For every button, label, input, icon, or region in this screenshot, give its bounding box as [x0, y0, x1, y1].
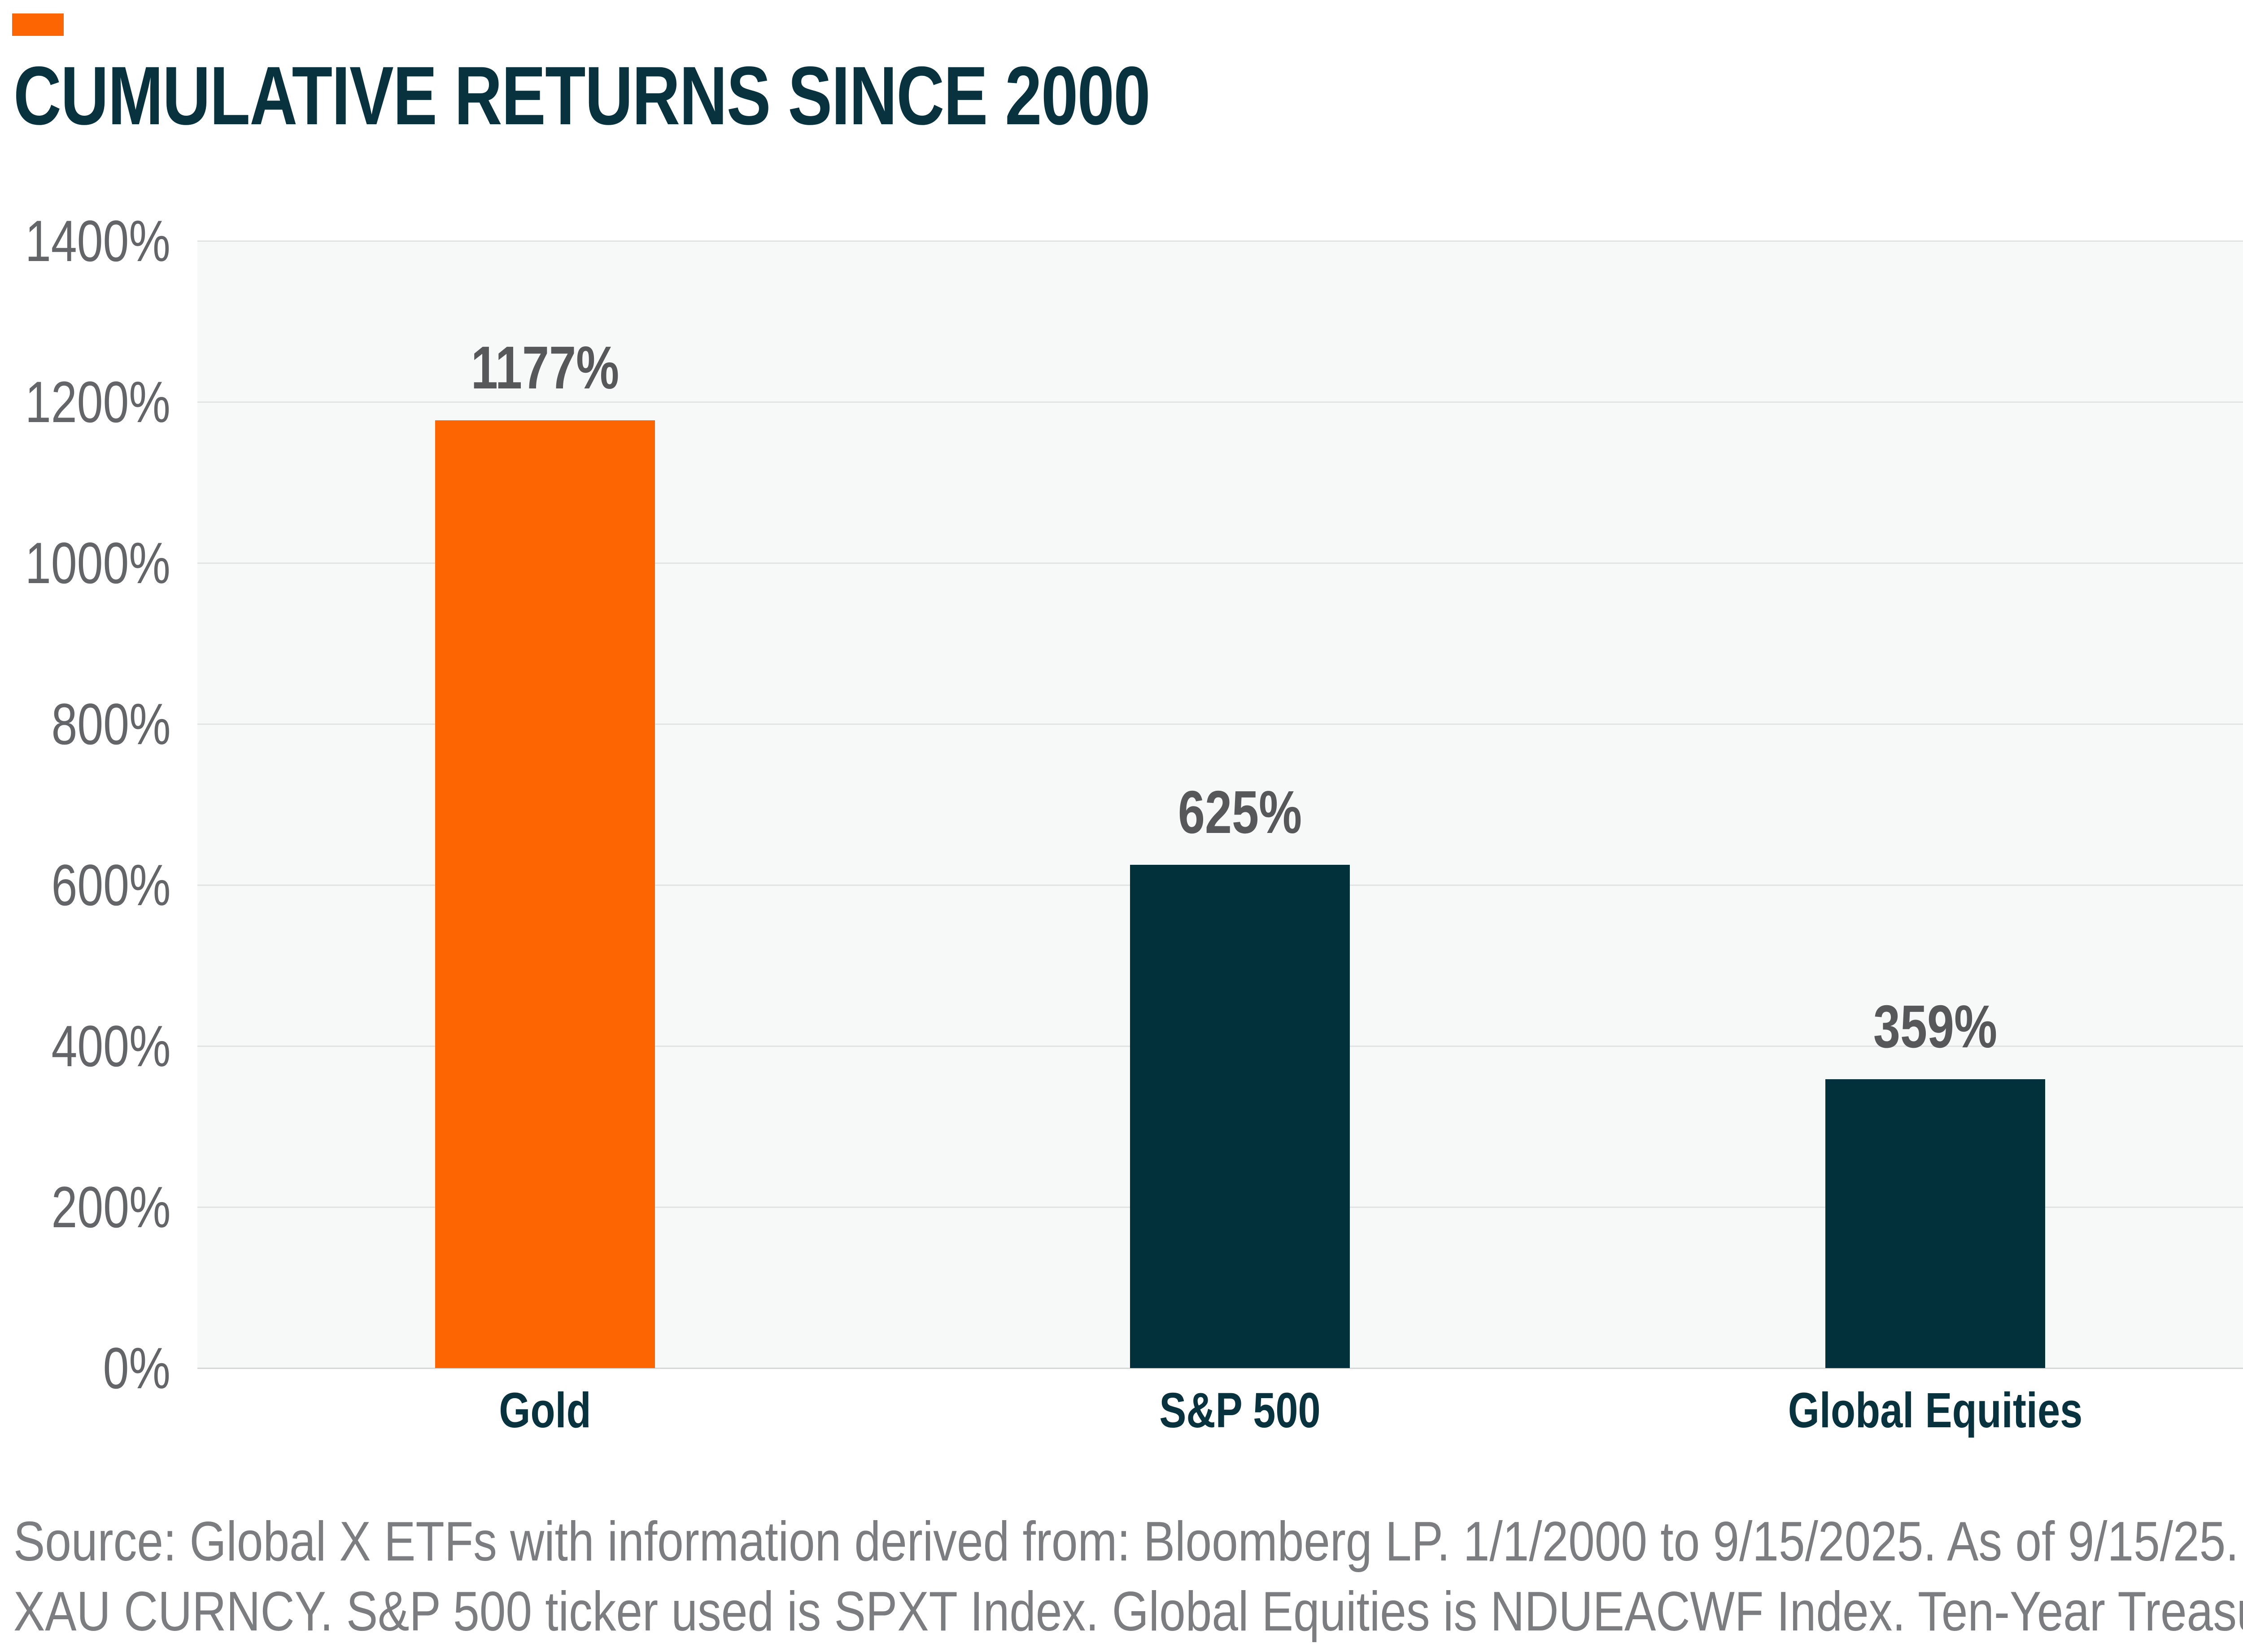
bar-value-label-s-p-500: 625%	[1178, 778, 1302, 846]
y-tick-label-200: 200%	[51, 1174, 170, 1240]
gridline-1200	[197, 401, 2243, 403]
y-tick-label-1400: 1400%	[25, 208, 170, 274]
y-tick-label-600: 600%	[51, 852, 170, 918]
gridline-1000	[197, 562, 2243, 564]
bar-gold	[435, 420, 655, 1368]
brand-accent-mark	[12, 13, 64, 36]
y-tick-label-1200: 1200%	[25, 369, 170, 435]
x-category-label-gold: Gold	[499, 1383, 591, 1438]
y-tick-label-800: 800%	[51, 691, 170, 757]
x-category-label-global-equities: Global Equities	[1788, 1383, 2083, 1438]
gridline-1400	[197, 240, 2243, 242]
y-tick-label-400: 400%	[51, 1013, 170, 1079]
source-line-1: Source: Global X ETFs with information d…	[13, 1511, 2243, 1573]
gridline-800	[197, 723, 2243, 725]
bar-s-p-500	[1130, 865, 1350, 1368]
bar-global-equities	[1825, 1079, 2045, 1368]
x-axis-baseline	[197, 1367, 2243, 1369]
y-tick-label-0: 0%	[103, 1335, 170, 1401]
y-tick-label-1000: 1000%	[25, 530, 170, 596]
bar-value-label-gold: 1177%	[471, 334, 619, 402]
chart-title: CUMULATIVE RETURNS SINCE 2000	[13, 50, 1151, 142]
x-category-label-s-p-500: S&P 500	[1159, 1383, 1321, 1438]
source-line-2: XAU CURNCY. S&P 500 ticker used is SPXT …	[13, 1581, 2243, 1643]
bar-value-label-global-equities: 359%	[1873, 992, 1997, 1060]
